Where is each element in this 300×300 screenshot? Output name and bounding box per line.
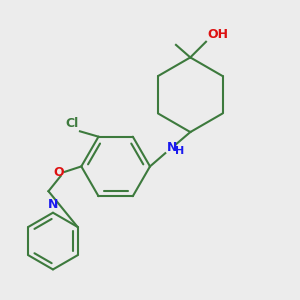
Text: N: N bbox=[48, 198, 58, 211]
Text: OH: OH bbox=[208, 28, 229, 41]
Text: Cl: Cl bbox=[65, 117, 79, 130]
Text: O: O bbox=[54, 166, 64, 178]
Text: N: N bbox=[167, 141, 177, 154]
Text: H: H bbox=[176, 146, 184, 156]
